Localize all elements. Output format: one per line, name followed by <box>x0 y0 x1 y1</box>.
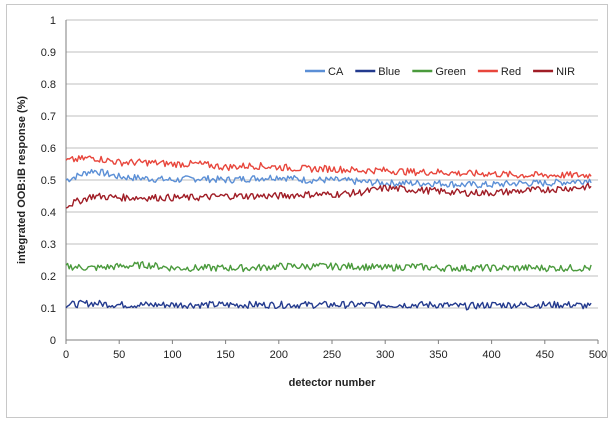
series-lines <box>65 154 592 311</box>
y-axis-title: integrated OOB:IB response (%) <box>16 96 28 264</box>
y-tick-labels: 0 0.1 0.2 0.3 0.4 0.5 0.6 0.7 0.8 0.9 1 <box>41 15 56 347</box>
x-tick-label: 450 <box>536 349 554 361</box>
y-tick-label: 0.9 <box>41 47 56 59</box>
x-tick-labels: 0 50 100 150 200 250 300 350 400 450 500 <box>63 349 607 361</box>
y-tick-label: 0 <box>50 335 56 347</box>
x-tick-label: 250 <box>323 349 341 361</box>
x-axis-title: detector number <box>289 377 377 389</box>
x-tick-label: 150 <box>216 349 234 361</box>
y-tick-label: 0.5 <box>41 175 56 187</box>
legend-label-green: Green <box>435 66 466 78</box>
series-line-nir <box>65 182 592 209</box>
legend-label-blue: Blue <box>378 66 400 78</box>
gridlines <box>66 19 598 309</box>
y-tick-label: 0.8 <box>41 79 56 91</box>
y-tick-label: 0.3 <box>41 239 56 251</box>
y-tick-label: 0.4 <box>41 207 56 219</box>
series-line-blue <box>65 299 592 311</box>
legend-label-ca: CA <box>328 66 344 78</box>
x-tick-label: 200 <box>270 349 288 361</box>
x-tick-label: 400 <box>482 349 500 361</box>
series-line-green <box>65 261 592 273</box>
chart-frame <box>6 4 608 418</box>
x-tick-label: 350 <box>429 349 447 361</box>
x-tick-label: 0 <box>63 349 69 361</box>
x-tick-label: 500 <box>589 349 607 361</box>
y-tick-label: 0.2 <box>41 271 56 283</box>
y-tick-label: 1 <box>50 15 56 27</box>
x-tick-label: 100 <box>163 349 181 361</box>
legend: CA Blue Green Red NIR <box>305 66 575 78</box>
legend-label-nir: NIR <box>556 66 575 78</box>
series-line-ca <box>65 168 592 189</box>
series-line-red <box>65 154 592 179</box>
y-tick-label: 0.6 <box>41 143 56 155</box>
x-tick-label: 50 <box>113 349 125 361</box>
y-tick-label: 0.7 <box>41 111 56 123</box>
x-tick-label: 300 <box>376 349 394 361</box>
legend-label-red: Red <box>501 66 521 78</box>
y-tick-label: 0.1 <box>41 303 56 315</box>
